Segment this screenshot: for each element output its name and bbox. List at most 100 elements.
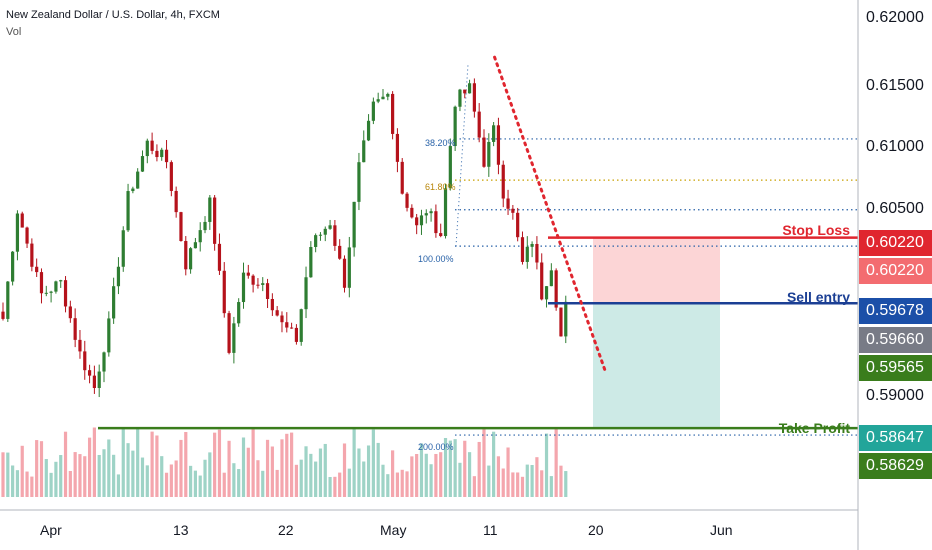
volume-bar: [477, 441, 481, 497]
volume-bar: [511, 472, 515, 497]
candle-body: [198, 230, 202, 243]
candle-body: [174, 190, 178, 213]
candle-body: [270, 298, 274, 311]
volume-bar: [520, 476, 525, 497]
take-profit-label: Take Profit: [778, 420, 850, 436]
candle-body: [477, 111, 481, 138]
candle-body: [434, 211, 438, 234]
y-tick: 0.59000: [866, 387, 924, 404]
take-profit-price-badge: 0.58647: [859, 425, 932, 451]
volume-bar: [232, 463, 236, 497]
candles: [1, 78, 568, 398]
volume-bar: [280, 439, 284, 497]
candle-body: [59, 280, 63, 282]
candle-body: [328, 225, 332, 229]
volume-bar: [155, 435, 159, 497]
candle-body: [261, 283, 265, 285]
candle-body: [391, 93, 395, 134]
volume-bar: [265, 439, 270, 497]
volume-bar: [126, 443, 130, 497]
volume-bar: [78, 454, 82, 497]
volume-bar: [525, 464, 529, 497]
candle-body: [525, 246, 529, 262]
reward-zone: [593, 303, 720, 429]
volume-indicator-label[interactable]: Vol: [6, 26, 22, 38]
volume-bar: [160, 456, 164, 497]
volume-bar: [193, 470, 197, 497]
candle-body: [136, 171, 140, 189]
candle-body: [222, 270, 226, 314]
candle-body: [285, 322, 289, 328]
volume-bars: [1, 427, 568, 497]
volume-bar: [6, 452, 10, 497]
candle-body: [304, 277, 308, 310]
volume-bar: [261, 470, 265, 497]
candle-body: [415, 217, 419, 226]
candle-body: [179, 212, 183, 242]
volume-bar: [68, 470, 72, 497]
volume-bar: [506, 447, 510, 497]
price-badge: 0.60220: [859, 258, 932, 284]
volume-bar: [222, 472, 226, 497]
volume-bar: [309, 453, 313, 497]
volume-bar: [174, 460, 178, 497]
volume-bar: [54, 461, 58, 497]
volume-bar: [184, 431, 188, 497]
volume-bar: [246, 447, 250, 497]
candle-body: [68, 306, 72, 319]
volume-bar: [227, 440, 231, 497]
candle-body: [419, 215, 424, 226]
candle-body: [107, 318, 111, 353]
volume-bar: [342, 443, 347, 497]
x-tick: 20: [588, 522, 604, 538]
candle-body: [217, 243, 222, 271]
candle-body: [362, 140, 366, 163]
x-tick: Jun: [710, 522, 733, 538]
candle-body: [121, 230, 125, 267]
candle-body: [395, 133, 400, 162]
candle-body: [516, 212, 520, 238]
candle-body: [112, 286, 116, 319]
candle-body: [314, 235, 318, 248]
candle-body: [169, 162, 173, 191]
candle-body: [160, 149, 164, 158]
candle-body: [530, 243, 534, 247]
candle-body: [347, 247, 351, 288]
candle-body: [549, 270, 553, 287]
volume-bar: [15, 470, 20, 497]
price-badge: 0.58629: [859, 453, 932, 479]
candle-body: [227, 313, 231, 353]
volume-bar: [30, 476, 34, 497]
volume-bar: [213, 432, 217, 497]
volume-bar: [73, 452, 77, 497]
candle-body: [63, 280, 68, 307]
sell-entry-label: Sell entry: [786, 289, 850, 305]
volume-bar: [549, 476, 553, 497]
candle-body: [482, 137, 486, 167]
candle-body: [213, 197, 217, 244]
candle-body: [6, 281, 10, 319]
volume-bar: [516, 472, 520, 497]
volume-bar: [203, 459, 207, 497]
candle-body: [193, 242, 197, 249]
candle-body: [11, 251, 15, 282]
volume-bar: [434, 453, 438, 497]
candle-body: [232, 323, 236, 353]
candle-body: [25, 227, 29, 244]
volume-bar: [448, 440, 452, 497]
candle-body: [155, 150, 159, 158]
volume-bar: [318, 448, 323, 497]
volume-bar: [314, 461, 318, 497]
y-tick: 0.62000: [866, 9, 924, 26]
volume-bar: [97, 454, 101, 497]
volume-bar: [294, 464, 299, 497]
candle-body: [256, 284, 260, 286]
candle-body: [49, 291, 53, 293]
candle-body: [318, 234, 323, 236]
volume-bar: [559, 465, 563, 497]
volume-bar: [290, 432, 294, 497]
volume-bar: [25, 471, 29, 497]
candle-body: [20, 213, 24, 228]
candle-body: [564, 301, 568, 337]
